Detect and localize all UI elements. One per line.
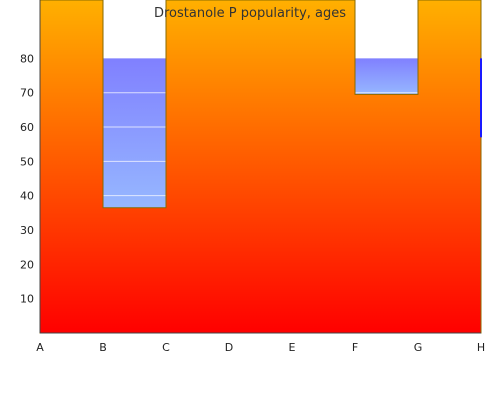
- y-tick-label: 30: [20, 224, 34, 237]
- y-tick-label: 50: [20, 155, 34, 168]
- x-tick-label: C: [162, 341, 170, 354]
- x-tick-label: H: [477, 341, 485, 354]
- x-tick-label: E: [289, 341, 296, 354]
- x-tick-label: B: [99, 341, 107, 354]
- area-series: [39, 0, 482, 334]
- axes: 10 20 30 40 50 60 70 80 A B C D E F G H: [20, 0, 485, 354]
- y-tick-label: 10: [20, 293, 34, 306]
- y-tick-label: 20: [20, 258, 34, 271]
- y-tick-label: 40: [20, 190, 34, 203]
- x-tick-label: D: [225, 341, 233, 354]
- y-tick-label: 70: [20, 87, 34, 100]
- chart-title: Drostanole P popularity, ages: [154, 6, 346, 21]
- background-band-1: [355, 58, 418, 95]
- area-fill: [39, 0, 482, 334]
- y-tick-label: 60: [20, 121, 34, 134]
- background-band-0: [103, 58, 166, 208]
- y-tick-label: 80: [20, 52, 34, 65]
- x-tick-label: G: [414, 341, 423, 354]
- background-bands: [103, 58, 418, 208]
- x-tick-label: A: [36, 341, 44, 354]
- x-tick-label: F: [352, 341, 358, 354]
